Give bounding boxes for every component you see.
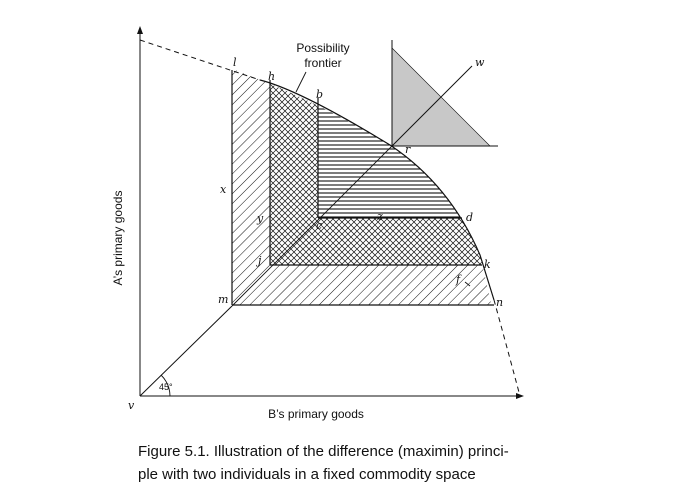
frontier-label-line1: Possibility <box>296 41 349 55</box>
possibility-frontier <box>259 79 495 301</box>
point-x-label: x <box>220 183 227 196</box>
inset-diagonal-w <box>391 65 473 147</box>
frontier-pointer <box>295 71 307 93</box>
y-axis-arrow <box>137 26 143 34</box>
angle-label: 45° <box>159 382 173 392</box>
point-h-label: h <box>268 70 275 83</box>
frontier-label-line2: frontier <box>304 56 341 70</box>
point-l-label: l <box>233 56 237 69</box>
point-d-label: d <box>466 211 473 224</box>
origin-v-label: v <box>128 399 135 412</box>
y-axis-label: A’s primary goods <box>111 191 125 286</box>
x-axis-label: B’s primary goods <box>268 407 364 421</box>
point-j-label: j <box>255 254 262 267</box>
caption-line-2: ple with two individuals in a fixed comm… <box>138 466 476 483</box>
difference-principle-diagram: Possibility frontier l h b w r d k f n m… <box>111 26 524 421</box>
possibility-frontier-dashed-top <box>139 39 261 81</box>
diagonal-45-line <box>139 305 233 397</box>
point-z-label: z <box>376 210 383 223</box>
caption-line-1: Figure 5.1. Illustration of the differen… <box>138 443 509 460</box>
possibility-frontier-dashed-bottom <box>493 299 521 397</box>
figure-caption: Figure 5.1. Illustration of the differen… <box>138 440 558 486</box>
diagonal-line-jw <box>231 145 393 307</box>
point-k-label: k <box>484 258 491 271</box>
point-f-label: f <box>455 273 462 286</box>
point-c-label: c <box>316 219 322 232</box>
point-m-label: m <box>218 293 228 306</box>
f-arrow <box>464 281 471 287</box>
point-n-label: n <box>496 296 503 309</box>
point-y-label: y <box>256 212 264 225</box>
point-b-label: b <box>316 88 323 101</box>
point-r-label: r <box>405 143 411 156</box>
point-w-label: w <box>475 56 485 69</box>
angle-arc <box>160 374 171 397</box>
